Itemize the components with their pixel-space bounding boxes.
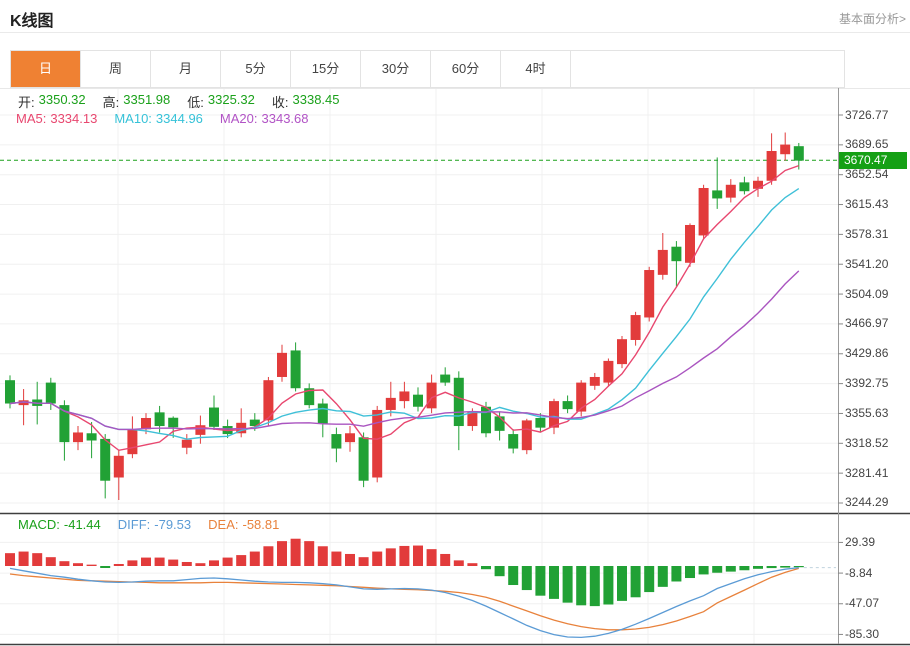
- ma-legend: MA5: 3334.13 MA10: 3344.96 MA20: 3343.68: [16, 111, 326, 126]
- price-axis-label: 3689.65: [845, 137, 889, 152]
- tab-周[interactable]: 周: [81, 51, 151, 87]
- tab-bar: 日周月 5分 15分 30分 60分 4时: [10, 50, 845, 88]
- tab-30分[interactable]: 30分: [361, 51, 431, 87]
- legend-item: MA20: 3343.68: [219, 111, 309, 126]
- page-title: K线图: [10, 13, 54, 30]
- tab-60分[interactable]: 60分: [431, 51, 501, 87]
- legend-item: MA10: 3344.96: [114, 111, 203, 126]
- price-axis-label: 3615.43: [845, 197, 889, 212]
- ohlc-legend: 开: 3350.32 高: 3351.98 低: 3325.32 收: 3338.45: [18, 92, 357, 111]
- macd-axis-label: 29.39: [845, 534, 876, 549]
- legend-item: 开: 3350.32: [18, 92, 86, 110]
- price-axis-label: 3429.86: [845, 346, 889, 361]
- price-axis-label: 3466.97: [845, 316, 889, 331]
- price-axis-label: 3281.41: [845, 465, 889, 480]
- price-axis-label: 3578.31: [845, 226, 889, 241]
- tab-月[interactable]: 月: [151, 51, 221, 87]
- tab-日[interactable]: 日: [11, 51, 81, 87]
- price-axis-label: 3504.09: [845, 286, 889, 301]
- price-axis-label: 3244.29: [845, 495, 889, 510]
- price-axis-label: 3355.63: [845, 405, 889, 420]
- tab-15分[interactable]: 15分: [291, 51, 361, 87]
- price-axis-label: 3726.77: [845, 107, 889, 122]
- current-price-tag: 3670.47: [839, 151, 907, 169]
- legend-item: MA5: 3334.13: [16, 111, 98, 126]
- legend-item: MACD: -41.44: [18, 517, 101, 532]
- tab-4时[interactable]: 4时: [501, 51, 571, 87]
- tab-bar-filler: [571, 51, 844, 87]
- title-divider: [0, 32, 910, 33]
- price-axis-label: 3652.54: [845, 167, 889, 182]
- legend-item: 低: 3325.32: [187, 92, 255, 110]
- legend-item: 高: 3351.98: [102, 92, 171, 110]
- legend-item: DEA: -58.81: [208, 517, 280, 532]
- macd-legend: MACD: -41.44 DIFF: -79.53 DEA: -58.81: [18, 517, 296, 532]
- legend-item: 收: 3338.45: [271, 92, 340, 110]
- price-axis-label: 3392.75: [845, 376, 889, 391]
- legend-item: DIFF: -79.53: [117, 517, 192, 532]
- macd-axis-label: -8.84: [845, 565, 873, 580]
- price-axis-label: 3318.52: [845, 435, 889, 450]
- tab-5分[interactable]: 5分: [221, 51, 291, 87]
- price-axis-label: 3541.20: [845, 256, 889, 271]
- macd-axis-label: -85.30: [845, 626, 880, 641]
- fundamental-analysis-link[interactable]: 基本面分析>: [838, 12, 906, 26]
- macd-axis-label: -47.07: [845, 596, 880, 611]
